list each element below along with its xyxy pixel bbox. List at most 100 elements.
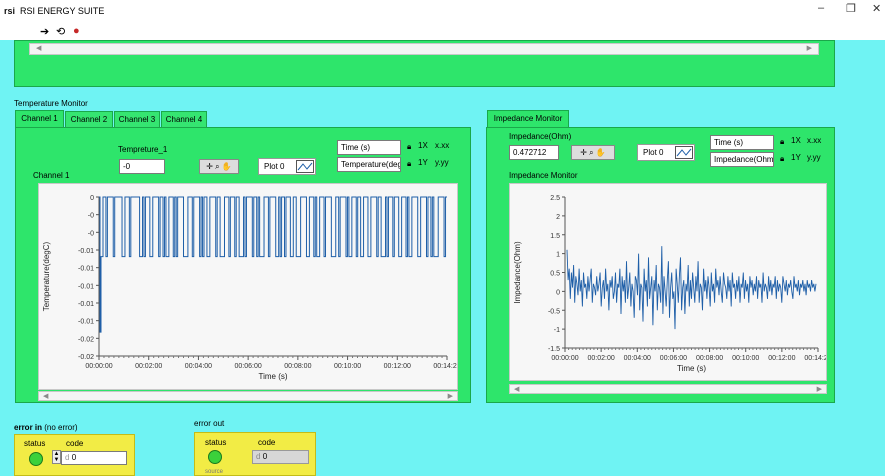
- impedance-y-tick-label: -1.5: [548, 346, 560, 353]
- impedance-y-tick-label: 1.5: [550, 233, 560, 240]
- impedance-horizontal-scrollbar[interactable]: ◀ ▶: [509, 384, 827, 394]
- temperature-series-line: [99, 196, 447, 333]
- temperature-y-scale-label: Temperature(deg: [337, 157, 401, 172]
- error-in-code-field[interactable]: d 0: [61, 451, 127, 465]
- impedance-x-scale-lock-icon[interactable]: 🔒︎: [780, 137, 785, 146]
- temperature-monitor-label: Temperature Monitor: [14, 99, 88, 108]
- impedance-y-tick-label: -0.5: [548, 308, 560, 315]
- error-out-label: error out: [194, 419, 225, 428]
- temperature-panel: Tempreture_1 -0 ✛ ⌕ ✋ Plot 0 Time (s) Te…: [15, 127, 471, 403]
- scroll-right-arrow-icon[interactable]: ▶: [806, 45, 812, 52]
- error-out-code-field: d 0: [252, 450, 309, 464]
- temperature-y-axis-label: Temperature(degC): [42, 241, 51, 311]
- y-format-icon[interactable]: y.yy: [435, 158, 449, 167]
- error-in-code-prefix: d: [65, 453, 70, 462]
- error-out-code-prefix: d: [256, 452, 261, 461]
- error-in-cluster: status code ▲ ▼ d 0: [14, 434, 135, 476]
- error-in-status-label: status: [24, 439, 46, 448]
- impedance-x-autoscale-icon[interactable]: 1X: [791, 136, 801, 145]
- temperature-x-axis-label: Time (s): [258, 372, 287, 381]
- code-increment-stepper[interactable]: ▲ ▼: [52, 450, 61, 464]
- impedance-plot-legend[interactable]: Plot 0: [637, 144, 695, 161]
- error-out-cluster: status code d 0 source: [194, 432, 316, 476]
- temperature-y-tick-label: 0: [90, 195, 94, 202]
- app-logo: rsi: [4, 6, 16, 16]
- temperature-y-tick-label: -0.01: [78, 319, 94, 326]
- impedance-x-tick-label: 00:12:00: [768, 355, 795, 362]
- temperature-indicator: -0: [119, 159, 165, 174]
- x-autoscale-icon[interactable]: 1X: [418, 141, 428, 150]
- temperature-x-tick-label: 00:06:00: [235, 363, 262, 370]
- impedance-y-format-icon[interactable]: y.yy: [807, 153, 821, 162]
- error-out-status-label: status: [205, 438, 227, 447]
- impedance-x-format-icon[interactable]: x.xx: [807, 136, 822, 145]
- tab-channel-2[interactable]: Channel 2: [65, 111, 113, 127]
- temperature-x-tick-label: 00:04:00: [185, 363, 212, 370]
- temperature-y-tick-label: -0.02: [78, 354, 94, 361]
- temperature-indicator-label: Tempreture_1: [118, 145, 168, 154]
- impedance-x-tick-label: 00:04:00: [624, 355, 651, 362]
- temperature-x-tick-label: 00:00:00: [85, 363, 112, 370]
- tab-impedance-monitor[interactable]: Impedance Monitor: [487, 110, 569, 128]
- x-scale-lock-icon[interactable]: 🔒︎: [407, 142, 412, 151]
- toolbar: ➔ ⟲ ●: [0, 22, 885, 40]
- restore-button[interactable]: ❐: [846, 3, 856, 15]
- temperature-horizontal-scrollbar[interactable]: ◀ ▶: [38, 391, 458, 401]
- temperature-y-tick-label: -0: [88, 213, 94, 220]
- impedance-x-tick-label: 00:14:26: [804, 355, 826, 362]
- temperature-x-scale-label: Time (s): [337, 140, 401, 155]
- impedance-y-tick-label: -1: [554, 327, 560, 334]
- continuous-run-icon[interactable]: ⟲: [56, 26, 66, 38]
- temperature-chart-svg: 0 -0 -0 -0.01 -0.01 -0.01 -0.01 -0.01 -0.02 -0.02…: [42, 195, 461, 381]
- y-autoscale-icon[interactable]: 1Y: [418, 158, 428, 167]
- tab-channel-1[interactable]: Channel 1: [15, 110, 64, 128]
- graph-palette-tools-icon[interactable]: ✛ ⌕ ✋: [199, 159, 239, 174]
- impedance-series-line: [566, 246, 817, 330]
- impedance-x-tick-label: 00:00:00: [551, 355, 578, 362]
- impedance-graph[interactable]: 2.5 2 1.5 1 0.5 0 -0.5 -1 -1.5 00:00:00 00:02:00 00…: [509, 183, 832, 381]
- top-panel: ◀ ▶: [14, 40, 835, 87]
- impedance-x-axis-label: Time (s): [677, 364, 706, 373]
- impedance-x-tick-label: 00:10:00: [732, 355, 759, 362]
- impedance-scroll-left-icon[interactable]: ◀: [514, 386, 520, 393]
- temperature-y-tick-label: -0.01: [78, 266, 94, 273]
- temperature-graph[interactable]: 0 -0 -0 -0.01 -0.01 -0.01 -0.01 -0.01 -0.02 -0.02…: [38, 183, 461, 390]
- error-in-label-rest: (no error): [42, 423, 78, 432]
- impedance-x-tick-label: 00:02:00: [588, 355, 615, 362]
- run-arrow-icon[interactable]: ➔: [40, 26, 50, 38]
- temperature-scroll-left-icon[interactable]: ◀: [43, 393, 49, 400]
- close-button[interactable]: ✕: [872, 3, 882, 15]
- temperature-x-tick-label: 00:08:00: [284, 363, 311, 370]
- tab-channel-4[interactable]: Channel 4: [161, 111, 207, 127]
- plot-legend-label: Plot 0: [264, 162, 285, 171]
- scroll-left-arrow-icon[interactable]: ◀: [36, 45, 42, 52]
- impedance-y-tick-label: 2.5: [550, 195, 560, 202]
- error-out-code-label: code: [258, 438, 276, 447]
- minimize-button[interactable]: –: [818, 2, 825, 14]
- stop-icon[interactable]: ●: [73, 25, 80, 37]
- impedance-y-scale-label: Impedance(Ohm: [710, 152, 774, 167]
- impedance-y-scale-lock-icon[interactable]: 🔒︎: [780, 154, 785, 163]
- y-scale-lock-icon[interactable]: 🔒︎: [407, 159, 412, 168]
- top-horizontal-scrollbar[interactable]: ◀ ▶: [29, 43, 819, 55]
- impedance-plot-legend-label: Plot 0: [643, 148, 664, 157]
- temperature-graph-title: Channel 1: [33, 171, 70, 180]
- x-format-icon[interactable]: x.xx: [435, 141, 450, 150]
- impedance-y-tick-label: 0.5: [550, 271, 560, 278]
- temperature-x-tick-label: 00:10:00: [334, 363, 361, 370]
- temperature-scroll-right-icon[interactable]: ▶: [447, 393, 453, 400]
- impedance-graph-palette-tools-icon[interactable]: ✛ ⌕ ✋: [571, 145, 615, 160]
- impedance-y-autoscale-icon[interactable]: 1Y: [791, 153, 801, 162]
- impedance-y-tick-label: 1: [556, 252, 560, 259]
- temperature-x-tick-label: 00:12:00: [384, 363, 411, 370]
- error-in-code-label: code: [66, 439, 84, 448]
- temperature-plot-legend[interactable]: Plot 0: [258, 158, 316, 175]
- impedance-y-axis-label: Impedance(Ohm): [513, 241, 522, 304]
- temperature-y-tick-label: -0.01: [78, 283, 94, 290]
- impedance-scroll-right-icon[interactable]: ▶: [816, 386, 822, 393]
- impedance-y-tick-label: 2: [556, 214, 560, 221]
- temperature-y-tick-label: -0.01: [78, 248, 94, 255]
- error-in-status-led[interactable]: [29, 452, 43, 466]
- error-in-label-bold: error in: [14, 423, 43, 432]
- tab-channel-3[interactable]: Channel 3: [114, 111, 160, 127]
